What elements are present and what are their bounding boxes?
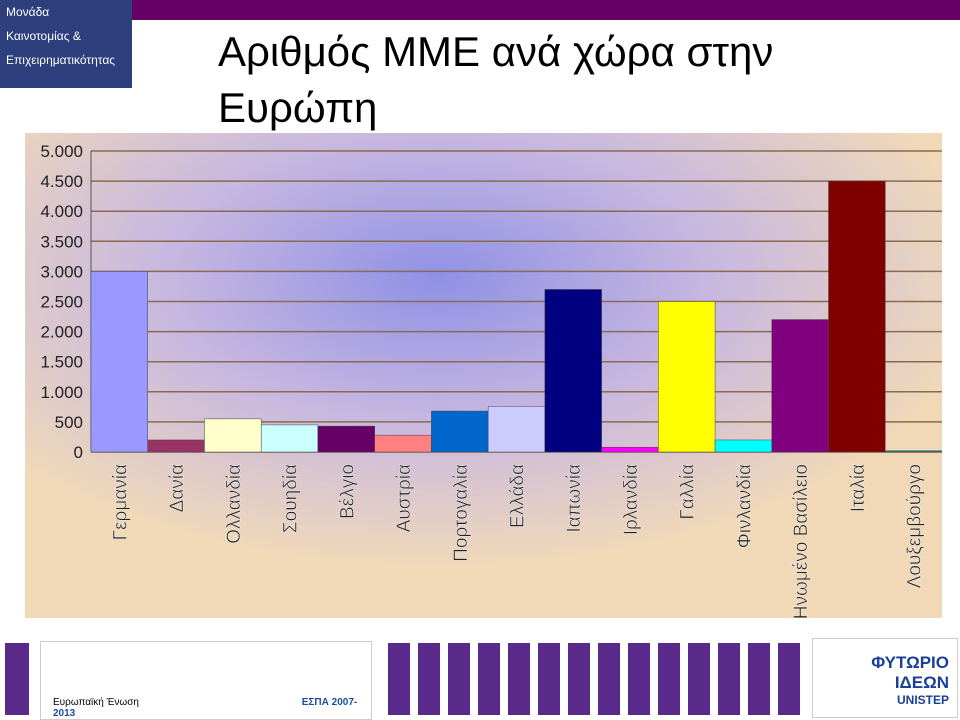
footer-square <box>748 643 770 715</box>
footer-square <box>448 643 470 715</box>
x-tick-label: Βέλγιο <box>337 464 358 519</box>
y-tick-label: 4.500 <box>40 172 83 191</box>
bar <box>885 450 942 453</box>
bar <box>317 425 375 453</box>
bar <box>487 405 546 453</box>
footer-square <box>478 643 500 715</box>
slide-title: Αριθμός ΜΜΕ ανά χώρα στην Ευρώπη <box>218 28 774 131</box>
footer-square <box>718 643 740 715</box>
y-tick-label: 1.000 <box>40 383 83 402</box>
footer-logos: Ευρωπαϊκή Ένωση ΕΣΠΑ 2007-2013 <box>40 641 372 720</box>
x-tick-label: Πορτογαλία <box>451 464 472 562</box>
bar <box>204 418 262 453</box>
bar <box>544 289 602 453</box>
y-tick-label: 4.000 <box>40 202 83 221</box>
footer-brand: ΦΥΤΩΡΙΟ ΙΔΕΩΝ UNISTEP <box>812 638 958 718</box>
footer-square <box>418 643 440 715</box>
y-tick-label: 5.000 <box>40 142 83 161</box>
bar <box>90 271 148 453</box>
y-tick-label: 500 <box>55 413 83 432</box>
top-bar <box>132 0 960 20</box>
x-tick-label: Γαλλία <box>678 464 699 520</box>
y-tick-label: 3.000 <box>40 262 83 281</box>
bar <box>658 301 716 453</box>
footer-square <box>658 643 680 715</box>
bar <box>374 434 432 453</box>
bar <box>260 424 319 453</box>
footer-square <box>778 643 800 715</box>
footer-square <box>538 643 560 715</box>
footer-text: ΕΣΠΑ 2007-2013 <box>53 697 358 719</box>
footer-text: ΦΥΤΩΡΙΟ ΙΔΕΩΝ <box>871 653 949 692</box>
y-tick-label: 3.500 <box>40 232 83 251</box>
x-tick-label: Αυστρία <box>394 464 415 532</box>
chart: 0 500 1.000 1.500 2.000 2.500 3.000 3.500 4.000 4… <box>25 133 942 618</box>
bar <box>147 439 205 453</box>
logo-text: Επιχειρηματικότητας <box>6 53 116 67</box>
x-tick-label: Ιαπωνία <box>564 464 585 533</box>
logo-text: Μονάδα <box>6 5 50 19</box>
bar <box>828 180 886 453</box>
x-tick-label: Ολλανδία <box>224 464 245 544</box>
x-tick-label: Ηνωμένο Βασίλειο <box>791 464 812 618</box>
x-tick-label: Ελλάδα <box>508 464 529 528</box>
footer-square <box>568 643 590 715</box>
footer-square <box>508 643 530 715</box>
logo-text: Καινοτομίας & <box>6 29 81 43</box>
x-tick-label: Δανία <box>167 464 188 512</box>
x-tick-label: Λουξεμβούργο <box>905 464 926 588</box>
bar <box>601 446 659 453</box>
bar <box>714 439 773 453</box>
x-tick-label: Ιταλία <box>848 464 869 512</box>
x-tick-label: Γερμανία <box>110 464 131 540</box>
x-tick-label: Φινλανδία <box>734 464 755 548</box>
footer-text: Ευρωπαϊκή Ένωση <box>53 697 139 708</box>
y-tick-label: 0 <box>74 443 83 462</box>
footer-square <box>388 643 410 715</box>
y-tick-label: 2.500 <box>40 293 83 312</box>
bar <box>771 319 829 453</box>
footer-text: UNISTEP <box>896 693 949 707</box>
footer-square <box>628 643 650 715</box>
logo: Μονάδα Καινοτομίας & Επιχειρηματικότητας <box>0 0 132 88</box>
x-tick-label: Σουηδία <box>281 464 302 533</box>
y-tick-label: 1.500 <box>40 353 83 372</box>
y-tick-label: 2.000 <box>40 323 83 342</box>
x-tick-label: Ιρλανδία <box>621 464 642 535</box>
footer-bar <box>5 643 29 715</box>
footer-square <box>688 643 710 715</box>
footer-square <box>598 643 620 715</box>
bar <box>431 410 489 453</box>
